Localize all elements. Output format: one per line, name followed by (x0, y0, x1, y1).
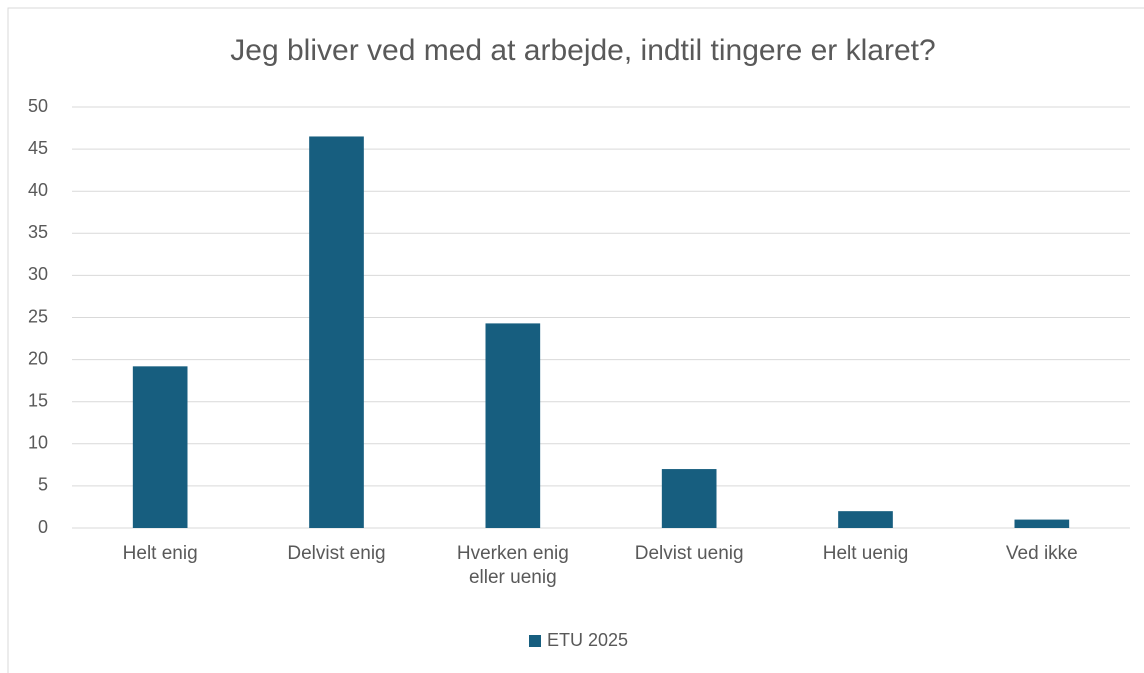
y-tick-label: 10 (28, 433, 48, 453)
x-tick-label: Hverken enig eller uenig (456, 543, 569, 588)
y-tick-label: 0 (38, 517, 48, 537)
y-tick-label: 5 (38, 475, 48, 495)
bar (838, 511, 893, 528)
y-tick-label: 35 (28, 222, 48, 242)
bar (309, 136, 364, 528)
x-tick-label: Delvist uenig (634, 543, 744, 564)
y-tick-label: 20 (28, 348, 48, 368)
y-tick-label: 40 (28, 180, 48, 200)
y-tick-label: 50 (28, 96, 48, 116)
x-tick-label: Ved ikke (1005, 543, 1078, 564)
bar (661, 469, 717, 528)
legend-label: ETU 2025 (547, 630, 628, 650)
chart-title: Jeg bliver ved med at arbejde, indtil ti… (230, 34, 935, 67)
bar (1014, 519, 1070, 528)
y-tick-label: 15 (28, 390, 48, 410)
x-tick-label: Delvist enig (287, 543, 386, 564)
legend-swatch (529, 635, 541, 647)
x-tick-label: Helt enig (122, 543, 198, 564)
bar (132, 366, 188, 528)
x-tick-label: Helt uenig (822, 543, 909, 564)
y-tick-label: 25 (28, 306, 48, 326)
chart-border (7, 7, 1144, 673)
y-tick-label: 45 (28, 138, 48, 158)
y-tick-label: 30 (28, 264, 48, 284)
bar (485, 323, 541, 528)
